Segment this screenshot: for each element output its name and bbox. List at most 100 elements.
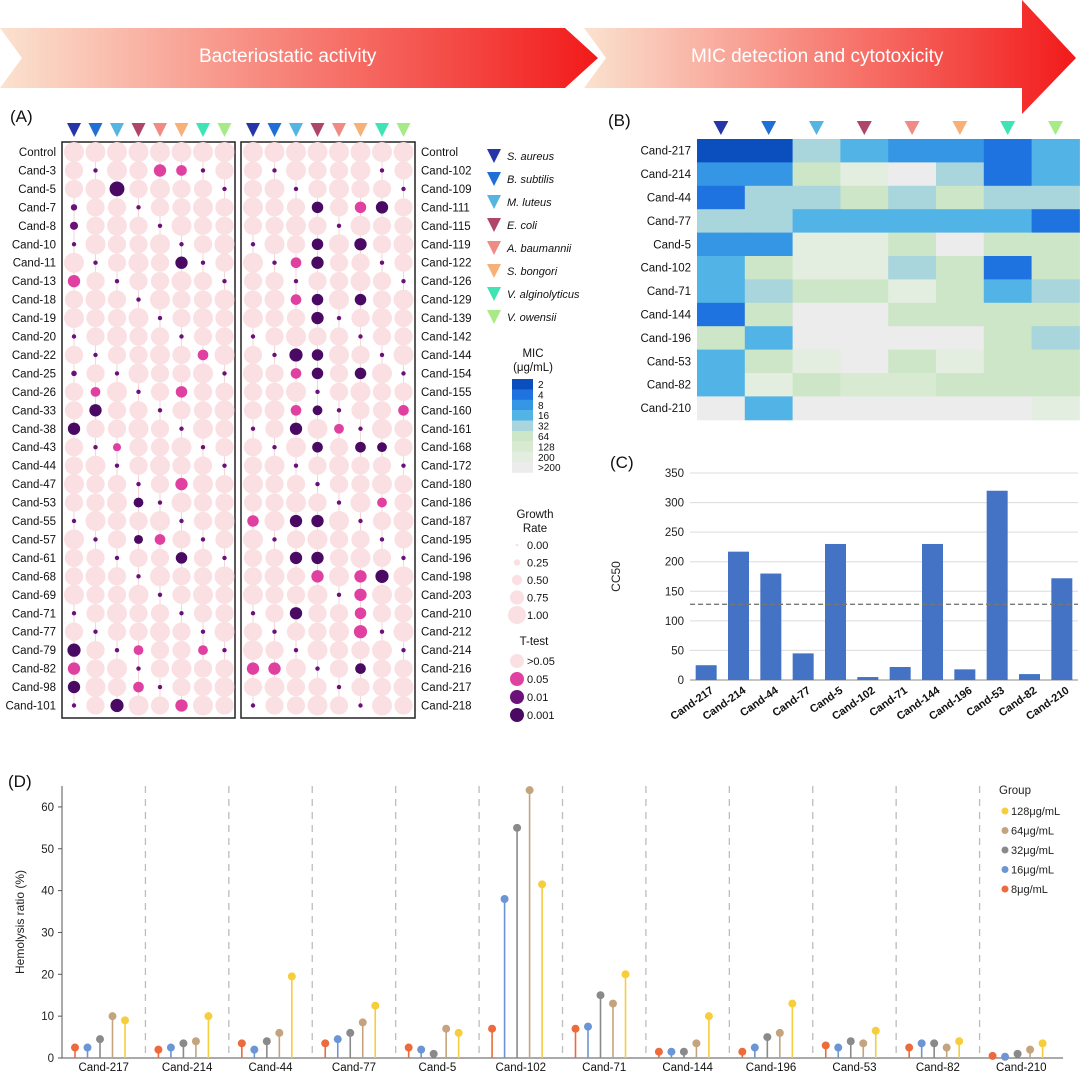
- growth-legend-dot: [509, 590, 525, 605]
- dot: [85, 566, 106, 587]
- column-triangle-left: [131, 123, 146, 137]
- dot: [172, 622, 191, 641]
- ttest-legend-dot: [510, 690, 524, 704]
- lollipop-head: [859, 1039, 868, 1048]
- row-label: Cand-102: [421, 165, 472, 177]
- dot: [308, 456, 327, 475]
- dot: [350, 547, 371, 568]
- dot: [350, 142, 371, 162]
- y-tick-label: 40: [41, 886, 54, 898]
- significant-dot: [290, 294, 302, 305]
- significant-dot: [133, 681, 144, 693]
- column-triangle-right: [396, 123, 411, 137]
- dot: [336, 223, 342, 228]
- dot: [64, 179, 84, 199]
- row-label: Cand-47: [12, 479, 56, 491]
- dot: [128, 142, 149, 162]
- heatmap-cell: [1031, 373, 1080, 397]
- heatmap-cell: [1031, 139, 1080, 163]
- heatmap-cell: [936, 185, 985, 210]
- panel-label-c: (C): [610, 453, 634, 472]
- mic-heatmap: Cand-217 Cand-214 Cand-44 Cand-77 Cand-5 Cand…: [640, 121, 1080, 421]
- bar: [1051, 578, 1073, 680]
- dot: [150, 511, 170, 531]
- significant-dot: [198, 645, 208, 656]
- lollipop-head: [905, 1043, 914, 1052]
- dot: [329, 659, 349, 678]
- dot: [193, 474, 213, 495]
- row-label: Cand-43: [12, 442, 56, 454]
- dot: [394, 161, 413, 180]
- dot: [150, 142, 170, 162]
- heatmap-cell: [936, 349, 985, 374]
- dot: [351, 474, 370, 494]
- lollipop-head: [346, 1028, 355, 1037]
- growth-legend-dot: [513, 559, 521, 566]
- row-label: Cand-61: [12, 553, 56, 565]
- column-triangle-left: [110, 123, 124, 137]
- row-label: Cand-122: [421, 258, 472, 270]
- dot: [243, 640, 263, 661]
- dot: [379, 537, 385, 542]
- dot: [372, 604, 392, 623]
- heatmap-column-triangle: [761, 121, 777, 135]
- row-label: Cand-10: [12, 239, 56, 251]
- dot: [329, 178, 349, 199]
- dot: [286, 696, 306, 715]
- dot: [107, 401, 127, 420]
- significant-dot: [133, 645, 144, 656]
- dot: [136, 574, 141, 579]
- mic-legend-swatch: [512, 451, 533, 463]
- column-triangle-right: [332, 123, 346, 137]
- dot: [129, 401, 148, 420]
- mic-legend-label: 4: [538, 390, 544, 401]
- dot: [172, 677, 191, 697]
- row-label: Cand-19: [12, 313, 56, 325]
- dot: [358, 334, 363, 339]
- dot: [64, 290, 84, 309]
- dot: [172, 401, 191, 420]
- dot: [214, 511, 235, 531]
- heatmap-cell: [840, 326, 889, 351]
- row-label: Cand-115: [421, 221, 471, 233]
- dot: [393, 344, 414, 365]
- dot: [265, 382, 284, 401]
- significant-dot: [311, 238, 324, 250]
- significant-dot: [70, 204, 78, 211]
- dot: [93, 352, 98, 358]
- mic-legend-label: 2: [538, 380, 544, 391]
- lollipop-head: [667, 1047, 676, 1056]
- dot: [264, 234, 285, 255]
- dot: [200, 445, 206, 450]
- dot: [128, 584, 149, 605]
- dot: [85, 511, 106, 531]
- dot: [86, 548, 105, 568]
- dot: [350, 492, 371, 513]
- dot: [222, 463, 227, 468]
- row-label: Cand-195: [421, 534, 472, 546]
- significant-dot: [312, 405, 323, 416]
- significant-dot: [290, 257, 302, 269]
- y-tick-label: 20: [41, 969, 54, 981]
- dot: [129, 438, 148, 457]
- dot: [193, 216, 213, 235]
- row-label: Cand-44: [12, 461, 57, 473]
- dot: [171, 658, 192, 679]
- dot: [394, 530, 413, 549]
- legend-triangle: [487, 287, 501, 301]
- dot: [264, 566, 285, 587]
- dot: [193, 584, 213, 605]
- dot: [329, 696, 349, 715]
- dot: [86, 308, 105, 328]
- dot: [394, 216, 413, 235]
- row-label: Cand-57: [12, 534, 56, 546]
- dot: [86, 641, 105, 660]
- lollipop-head: [609, 999, 617, 1008]
- dot: [336, 408, 342, 413]
- lollipop-head: [71, 1043, 79, 1052]
- dot: [286, 437, 306, 458]
- heatmap-cell: [792, 326, 841, 351]
- heatmap-row-label: Cand-71: [647, 286, 691, 298]
- dot: [243, 548, 263, 568]
- bar: [728, 551, 749, 680]
